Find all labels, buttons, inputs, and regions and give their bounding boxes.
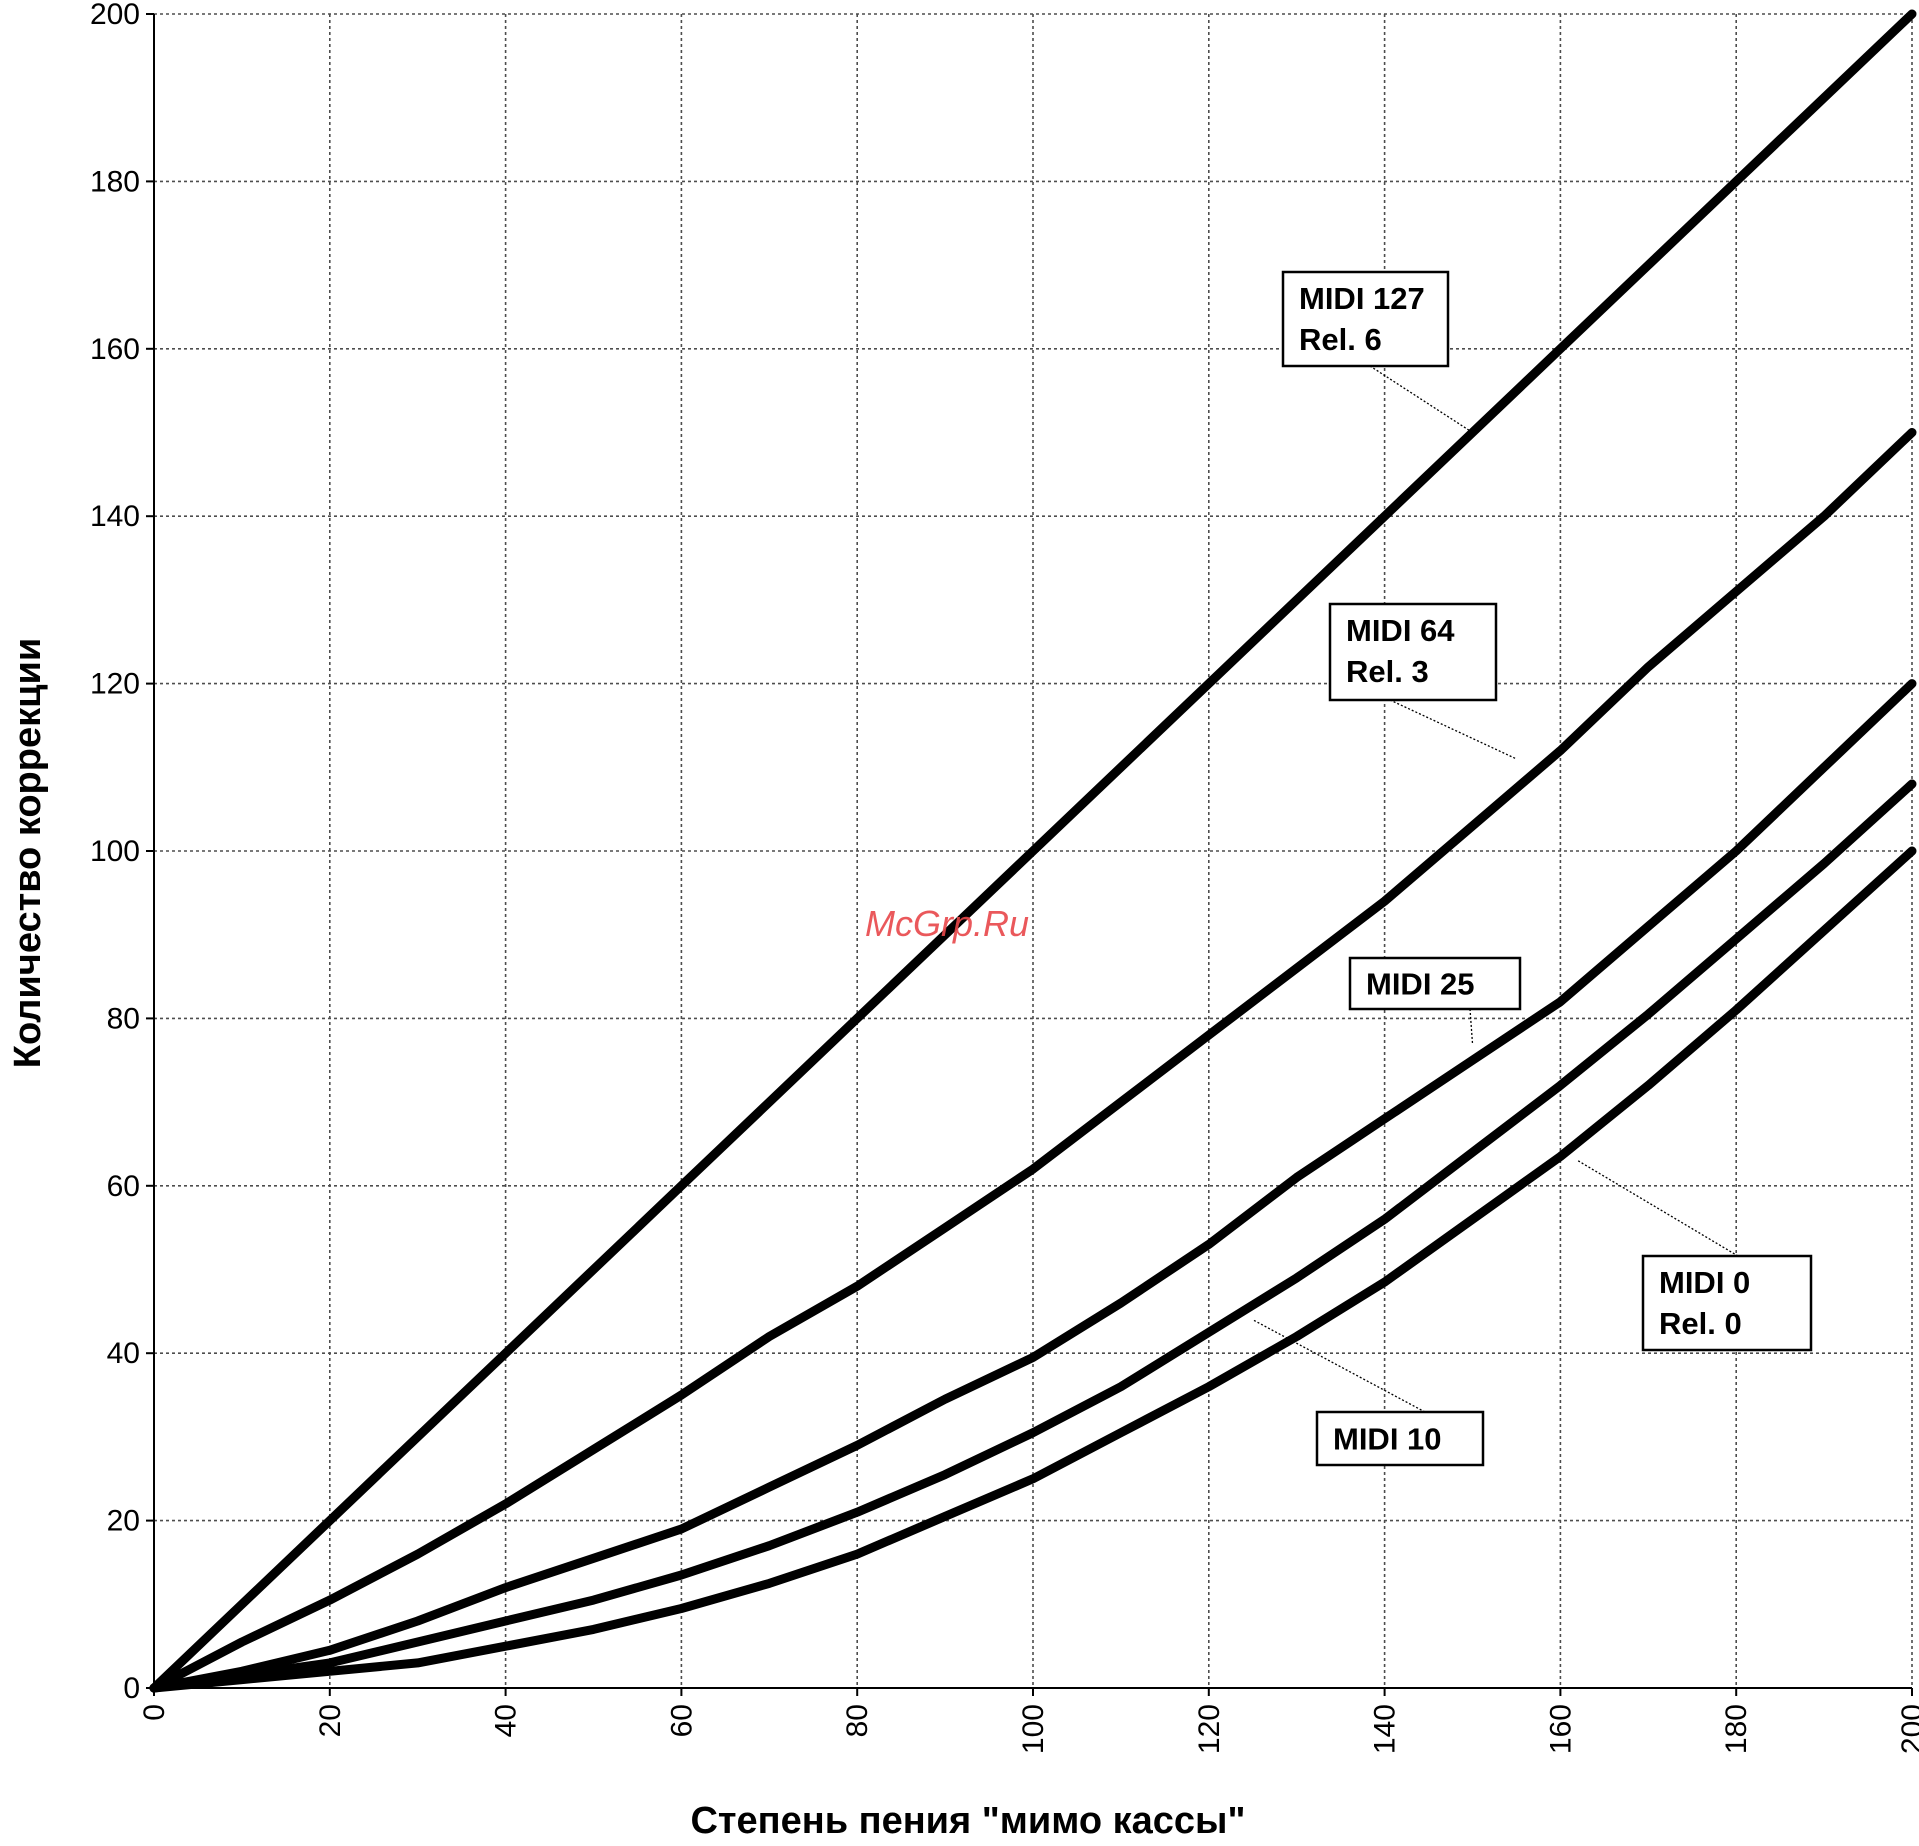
- series-label-text: MIDI 0: [1659, 1265, 1750, 1300]
- series-line-midi-64-rel-3: [149, 428, 1917, 1693]
- x-tick-label: 20: [314, 1704, 347, 1737]
- y-tick-label: 160: [90, 333, 140, 366]
- y-tick-label: 0: [123, 1672, 140, 1705]
- x-tick-label: 120: [1193, 1704, 1226, 1754]
- series-label-box: [1281, 270, 1450, 368]
- series-label-text: MIDI 25: [1366, 967, 1475, 1002]
- leader-line: [1252, 1319, 1426, 1413]
- leader-line: [1369, 365, 1473, 434]
- series-label-text: MIDI 10: [1333, 1422, 1442, 1457]
- series-label: MIDI 0 Rel. 0: [1641, 1254, 1813, 1352]
- series-label: MIDI 127 Rel. 6: [1281, 270, 1450, 368]
- x-tick-label: 40: [490, 1704, 523, 1737]
- x-tick-label: 160: [1544, 1704, 1577, 1754]
- series-label-text: Rel. 0: [1659, 1306, 1742, 1341]
- y-tick-label: 60: [107, 1170, 140, 1203]
- series-label-text: Rel. 6: [1299, 322, 1382, 357]
- tick-labels: 0 20 40 60 80 100 120 140 160 180 200 0 20 40 60 80 100 1…: [90, 0, 1919, 1754]
- y-tick-label: 20: [107, 1505, 140, 1538]
- x-tick-label: 60: [665, 1704, 698, 1737]
- x-tick-label: 180: [1720, 1704, 1753, 1754]
- series-labels: MIDI 127 Rel. 6 MIDI 64 Rel. 3 MIDI 25 MIDI 1…: [1281, 270, 1813, 1467]
- series-line-midi-127-rel-6: [149, 9, 1917, 1693]
- y-tick-label: 120: [90, 668, 140, 701]
- x-tick-label: 200: [1896, 1704, 1919, 1754]
- watermark-text: McGrp.Ru: [865, 903, 1029, 944]
- leader-line: [1469, 1008, 1474, 1044]
- series-label: MIDI 64 Rel. 3: [1328, 602, 1498, 702]
- x-tick-label: 0: [138, 1704, 171, 1721]
- series-label-box: [1315, 1410, 1485, 1467]
- series-label-text: MIDI 64: [1346, 613, 1455, 648]
- series-label-box: [1328, 602, 1498, 702]
- y-axis-title: Количество коррекции: [7, 638, 49, 1068]
- y-tick-label: 40: [107, 1337, 140, 1370]
- y-tick-label: 80: [107, 1002, 140, 1035]
- leader-lines: [1252, 365, 1739, 1413]
- y-tick-label: 180: [90, 165, 140, 198]
- y-tick-label: 100: [90, 835, 140, 868]
- x-tick-label: 80: [841, 1704, 874, 1737]
- series-label-box: [1348, 956, 1522, 1011]
- x-tick-label: 100: [1017, 1704, 1050, 1754]
- x-axis-title: Степень пения "мимо кассы": [690, 1800, 1245, 1842]
- leader-line: [1389, 699, 1517, 760]
- series-label: MIDI 10: [1315, 1410, 1485, 1467]
- grid: [153, 13, 1913, 1689]
- x-tick-label: 140: [1369, 1704, 1402, 1754]
- series-line-midi-10: [149, 779, 1917, 1693]
- series-line-midi-25: [149, 679, 1917, 1693]
- series-line-midi-0-rel-0: [149, 846, 1917, 1693]
- series-group: [149, 9, 1917, 1693]
- series-label: MIDI 25: [1348, 956, 1522, 1011]
- series-label-box: [1641, 1254, 1813, 1352]
- series-label-text: Rel. 3: [1346, 654, 1429, 689]
- series-label-text: MIDI 127: [1299, 281, 1425, 316]
- leader-line: [1577, 1160, 1739, 1257]
- y-tick-label: 200: [90, 0, 140, 31]
- axes: [146, 13, 1913, 1696]
- y-tick-label: 140: [90, 500, 140, 533]
